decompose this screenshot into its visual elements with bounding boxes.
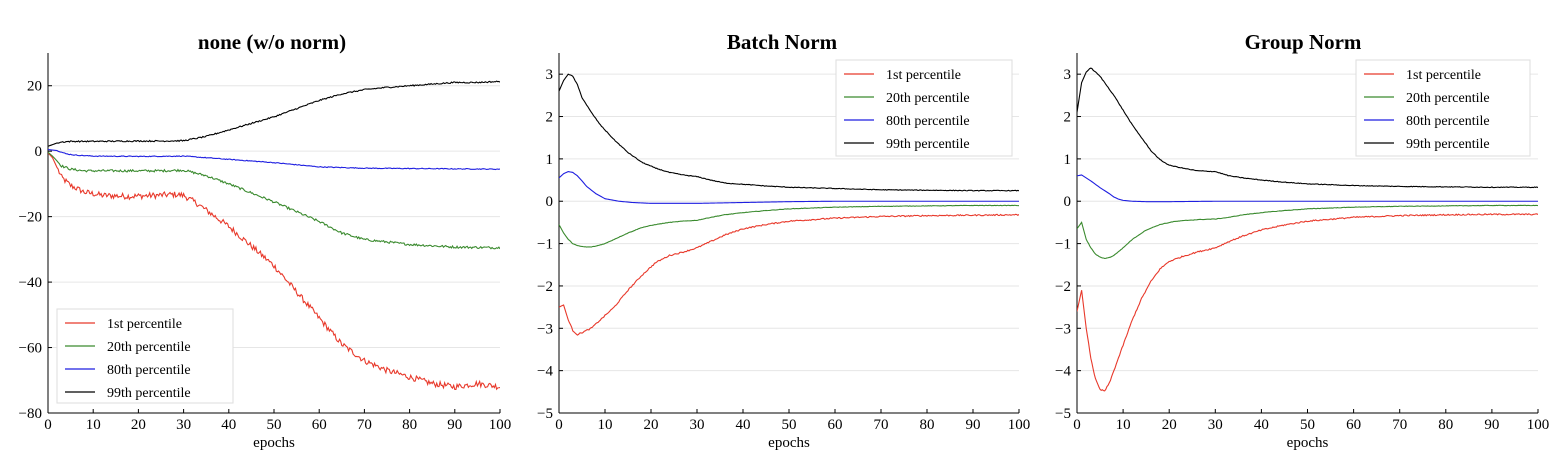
x-tick-label: 60 [1346,417,1361,433]
chart-title: Group Norm [1245,30,1362,54]
x-tick-label: 50 [267,417,282,433]
x-tick-label: 90 [966,417,981,433]
series-line-99th-percentile [48,80,500,147]
y-tick-label: −2 [1055,279,1071,295]
y-tick-label: 20 [27,79,42,95]
legend-box [1355,59,1531,157]
x-tick-label: 10 [598,417,613,433]
y-tick-label: −4 [537,364,553,380]
x-tick-label: 30 [690,417,705,433]
series-line-80th-percentile [1077,174,1538,203]
x-axis-label: epochs [768,435,810,451]
series-line-1st-percentile [48,152,500,391]
y-tick-label: −1 [1055,237,1071,253]
legend-label: 1st percentile [1406,68,1481,83]
y-tick-label: −5 [537,406,553,422]
legend: 1st percentile 20th percentile 80th percen… [56,308,234,404]
series-line-99th-percentile [1077,67,1538,189]
series-line-20th-percentile [48,151,500,250]
x-axis-label: epochs [253,435,295,451]
series-line-20th-percentile [559,204,1019,248]
legend-box [835,59,1013,157]
x-tick-label: 30 [1208,417,1223,433]
legend-label: 80th percentile [107,363,191,378]
y-tick-label: −80 [19,406,42,422]
y-tick-label: 0 [1064,194,1072,210]
x-tick-label: 0 [44,417,52,433]
legend-label: 80th percentile [886,114,970,129]
legend-label: 99th percentile [886,137,970,152]
y-tick-label: 3 [1064,67,1072,83]
y-tick-label: −2 [537,279,553,295]
chart-title: none (w/o norm) [198,30,346,54]
x-tick-label: 0 [555,417,563,433]
y-tick-label: 0 [546,194,554,210]
series-line-1st-percentile [1077,213,1538,392]
x-tick-label: 40 [1254,417,1269,433]
y-tick-label: 2 [1064,110,1072,126]
x-tick-label: 30 [176,417,191,433]
series-line-80th-percentile [48,149,500,171]
x-tick-label: 10 [86,417,101,433]
x-tick-label: 0 [1073,417,1081,433]
y-tick-label: 2 [546,110,554,126]
x-tick-label: 70 [874,417,889,433]
y-tick-label: −5 [1055,406,1071,422]
chart-panel-none: −80 −60 −40 −20 0 20 0 10 20 30 40 50 60 70 80 90 100 epo… [19,30,512,451]
legend-label: 20th percentile [886,91,970,106]
x-tick-label: 80 [1438,417,1453,433]
series-line-20th-percentile [1077,204,1538,260]
y-tick-label: −40 [19,275,42,291]
legend: 1st percentile 20th percentile 80th percen… [1355,59,1531,157]
y-tick-label: 3 [546,67,554,83]
y-tick-label: −20 [19,210,42,226]
legend-label: 99th percentile [1406,137,1490,152]
y-tick-label: −60 [19,341,42,357]
legend-label: 20th percentile [1406,91,1490,106]
y-tick-label: −3 [1055,321,1071,337]
x-tick-label: 20 [1162,417,1177,433]
legend-label: 1st percentile [107,317,182,332]
x-tick-label: 80 [402,417,417,433]
legend-label: 80th percentile [1406,114,1490,129]
legend-box [56,308,234,404]
y-tick-label: −4 [1055,364,1071,380]
y-tick-label: −3 [537,321,553,337]
x-tick-label: 40 [736,417,751,433]
x-tick-label: 20 [644,417,659,433]
x-tick-label: 60 [828,417,843,433]
legend-label: 99th percentile [107,386,191,401]
x-tick-label: 20 [131,417,146,433]
x-tick-label: 90 [1484,417,1499,433]
y-tick-label: 1 [546,152,554,168]
x-tick-label: 100 [1527,417,1550,433]
legend-label: 20th percentile [107,340,191,355]
chart-title: Batch Norm [727,30,838,54]
x-tick-label: 50 [1300,417,1315,433]
x-tick-label: 70 [1392,417,1407,433]
x-tick-label: 100 [1008,417,1031,433]
x-tick-label: 60 [312,417,327,433]
x-tick-label: 50 [782,417,797,433]
y-tick-label: −1 [537,237,553,253]
series-line-1st-percentile [559,213,1019,336]
y-tick-label: 1 [1064,152,1072,168]
x-tick-label: 100 [489,417,512,433]
y-tick-label: 0 [35,144,43,160]
x-tick-label: 10 [1116,417,1131,433]
series-line-99th-percentile [559,73,1019,192]
legend-label: 1st percentile [886,68,961,83]
x-tick-label: 80 [920,417,935,433]
series-line-80th-percentile [559,171,1019,204]
x-tick-label: 90 [447,417,462,433]
legend: 1st percentile 20th percentile 80th percen… [835,59,1013,157]
x-tick-label: 40 [221,417,236,433]
x-tick-label: 70 [357,417,372,433]
x-axis-label: epochs [1287,435,1329,451]
